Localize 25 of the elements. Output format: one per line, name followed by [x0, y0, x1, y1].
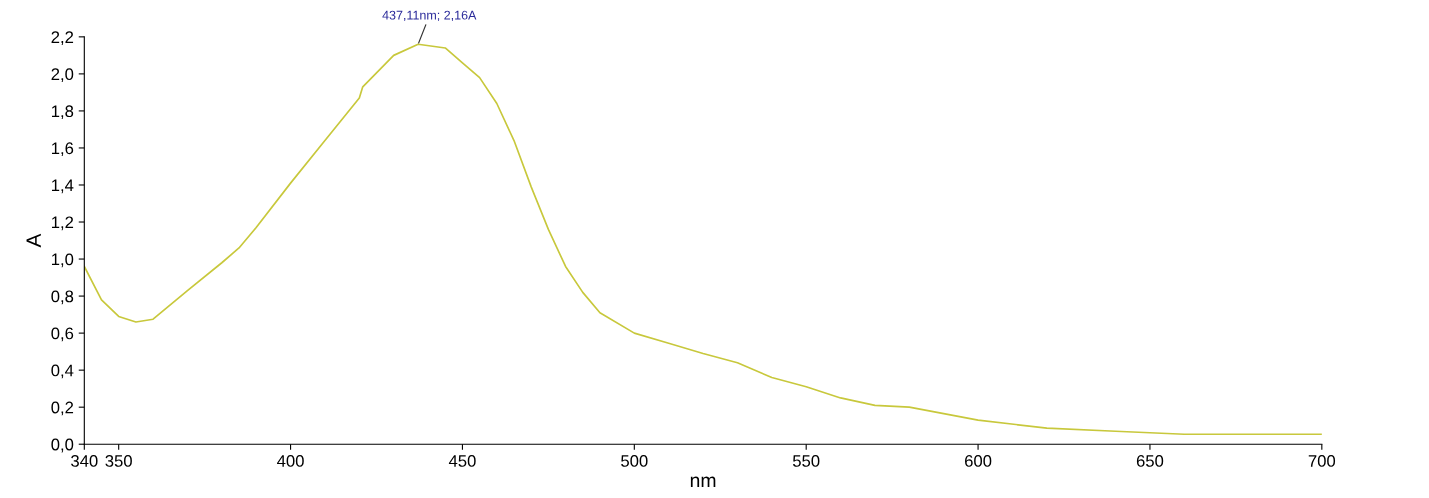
y-tick-label: 1,8 [52, 105, 74, 120]
x-tick-label: 500 [621, 455, 648, 467]
x-tick-label: 340 [71, 455, 98, 467]
x-tick-label: 450 [448, 455, 476, 467]
y-tick-label: 0,8 [51, 290, 74, 305]
y-tick-label: 0,0 [51, 438, 74, 453]
y-tick-label: 1,4 [52, 179, 74, 194]
y-tick-label: 2,2 [51, 31, 74, 46]
y-tick-label: 2,0 [51, 68, 74, 83]
y-tick-label: 1,2 [52, 216, 74, 231]
x-tick-label: 700 [1308, 455, 1336, 467]
y-tick-label: 0,2 [51, 401, 74, 416]
line-series [84, 43, 1322, 436]
y-tick-label: 0,4 [51, 364, 74, 379]
y-tick-label: 1,0 [52, 253, 74, 268]
annotation: 437,11nm; 2,16A [382, 10, 477, 22]
y-tick-label: 0,6 [51, 327, 74, 342]
x-axis-title: nm [690, 476, 716, 488]
x-tick-label: 350 [105, 455, 132, 467]
x-tick-label: 400 [277, 455, 304, 467]
y-axis-title: A [26, 233, 41, 248]
x-tick-label: 650 [1136, 455, 1164, 467]
x-tick-label: 600 [965, 455, 992, 467]
x-tick-label: 550 [792, 455, 820, 467]
y-tick-label: 1,6 [52, 142, 74, 157]
